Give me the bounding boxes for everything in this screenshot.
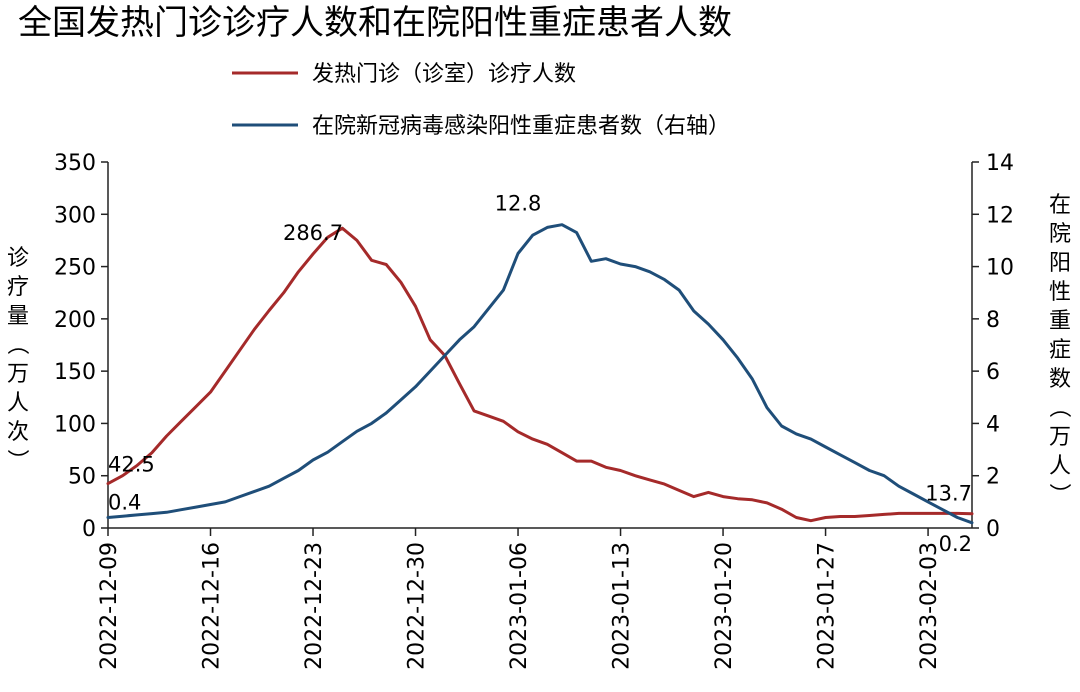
y-tick-label-right: 12	[986, 203, 1014, 228]
y-axis-label-right-char: 重	[1049, 309, 1071, 334]
y-axis-label-right-char: 在	[1049, 193, 1071, 218]
x-tick-label: 2022-12-30	[405, 542, 430, 670]
y-axis-label-left-char: ）	[4, 449, 29, 471]
legend-label-fever-clinic: 发热门诊（诊室）诊疗人数	[312, 62, 576, 87]
data-label: 0.4	[108, 491, 141, 515]
series-line-fever-clinic	[106, 226, 974, 523]
x-tick-label: 2023-01-13	[610, 542, 635, 670]
x-tick-label: 2022-12-16	[200, 542, 225, 670]
y-axis-label-left-char: 万	[7, 362, 29, 387]
series-layer	[106, 223, 974, 525]
annotation-layer: 42.5 286.7 13.7 0.4 12.8 0.2	[108, 192, 972, 556]
data-label: 13.7	[925, 482, 972, 506]
y-tick-label-right: 0	[986, 517, 1000, 542]
axes: 0 50 100 150 200 250 300 350 0 2 4 6 8 10 12 14 2022-12-…	[54, 151, 1014, 670]
y-tick-label-right: 8	[986, 308, 1000, 333]
x-tick-label: 2022-12-09	[97, 542, 122, 670]
y-tick-label-right: 2	[986, 465, 1000, 490]
y-tick-label-left: 300	[54, 203, 96, 228]
y-axis-label-right-char: 院	[1049, 222, 1071, 247]
y-axis-label-right-char: 阳	[1049, 251, 1071, 276]
y-axis-label-left-char: 人	[7, 391, 29, 416]
x-tick-label: 2022-12-23	[302, 542, 327, 670]
y-axis-label-left: 诊疗量 （ 万人次 ）	[4, 246, 29, 471]
y-axis-label-left-char: 量	[7, 304, 29, 329]
y-tick-label-left: 0	[82, 517, 96, 542]
legend-label-severe-cases: 在院新冠病毒感染阳性重症患者数（右轴）	[312, 114, 730, 139]
y-axis-label-right-char: 症	[1049, 338, 1071, 363]
y-axis-label-right-char: 数	[1049, 367, 1071, 392]
x-tick-label: 2023-01-06	[507, 542, 532, 670]
chart-title: 全国发热门诊诊疗人数和在院阳性重症患者人数	[18, 3, 732, 43]
y-axis-label-left-char: （	[4, 333, 29, 355]
y-tick-label-left: 350	[54, 151, 96, 176]
y-axis-label-right-char: 万	[1049, 425, 1071, 450]
y-axis-label-left-char: 次	[7, 420, 29, 445]
x-tick-label: 2023-01-27	[815, 542, 840, 670]
data-label: 42.5	[108, 453, 155, 477]
y-axis-label-right-char: 人	[1049, 454, 1071, 479]
y-tick-label-right: 14	[986, 151, 1014, 176]
y-tick-label-left: 250	[54, 256, 96, 281]
y-axis-label-right-char: （	[1046, 396, 1071, 418]
y-tick-label-left: 100	[54, 412, 96, 437]
y-tick-label-right: 10	[986, 256, 1014, 281]
y-tick-label-left: 150	[54, 360, 96, 385]
y-tick-label-left: 200	[54, 308, 96, 333]
y-axis-label-left-char: 疗	[7, 275, 29, 300]
data-label: 12.8	[495, 192, 542, 216]
x-tick-label: 2023-01-20	[712, 542, 737, 670]
y-axis-label-right-char: 性	[1049, 280, 1071, 305]
y-axis-label-right-char: ）	[1046, 483, 1071, 505]
y-tick-label-left: 50	[68, 465, 96, 490]
data-label: 0.2	[939, 532, 972, 556]
y-tick-label-right: 4	[986, 412, 1000, 437]
x-tick-label: 2023-02-03	[917, 542, 942, 670]
data-label: 286.7	[283, 221, 343, 245]
series-line-severe-cases	[106, 223, 974, 525]
legend: 发热门诊（诊室）诊疗人数 在院新冠病毒感染阳性重症患者数（右轴）	[232, 62, 730, 139]
y-tick-label-right: 6	[986, 360, 1000, 385]
y-axis-label-left-char: 诊	[7, 246, 29, 271]
